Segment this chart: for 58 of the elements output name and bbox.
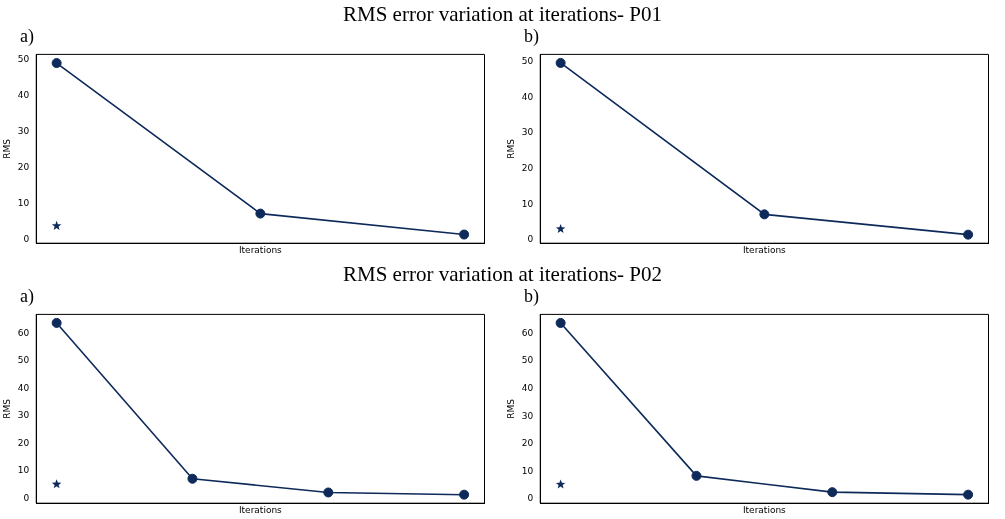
y-tick-label: 20 — [521, 438, 534, 449]
point — [963, 489, 974, 500]
point — [555, 57, 566, 68]
point — [51, 220, 62, 230]
x-axis-title: Iterations — [742, 504, 787, 515]
point — [963, 229, 974, 240]
x-axis-title: Iterations — [742, 244, 787, 255]
point — [51, 479, 62, 489]
y-axis-title: RMS — [1, 138, 12, 159]
y-axis-title: RMS — [505, 138, 516, 159]
chart-subtitle: a) — [19, 286, 35, 306]
x-axis-title: Iterations — [238, 504, 283, 515]
y-tick-label: 40 — [521, 91, 534, 102]
y-tick-label: 30 — [17, 126, 30, 136]
point — [759, 209, 770, 220]
chart-subtitle: a) — [19, 26, 35, 46]
y-tick-label: 60 — [521, 327, 534, 338]
point — [187, 473, 198, 484]
x-axis-title: Iterations — [238, 244, 283, 255]
y-tick-label: 40 — [17, 89, 30, 100]
y-tick-label: 0 — [23, 492, 30, 503]
y-tick-label: 10 — [521, 465, 534, 476]
y-axis-title: RMS — [505, 398, 516, 419]
y-tick-label: 30 — [17, 410, 30, 421]
point — [555, 479, 566, 489]
chart-title: RMS error variation at iterations- P02 — [342, 262, 663, 286]
point — [827, 487, 838, 498]
y-tick-label: 0 — [23, 234, 30, 245]
y-tick-label: 30 — [521, 127, 534, 138]
y-tick-label: 50 — [17, 53, 30, 64]
y-tick-label: 10 — [17, 198, 30, 209]
y-tick-label: 20 — [17, 162, 30, 173]
y-tick-label: 60 — [17, 327, 30, 338]
point — [691, 470, 702, 481]
point — [323, 487, 334, 498]
point — [555, 317, 566, 328]
point — [255, 208, 266, 219]
y-axis-title: RMS — [1, 398, 12, 419]
y-tick-label: 40 — [521, 382, 534, 393]
y-tick-label: 0 — [527, 234, 534, 245]
y-tick-label: 50 — [521, 56, 534, 67]
y-tick-label: 40 — [17, 382, 30, 393]
y-tick-label: 50 — [17, 355, 30, 366]
chart-subtitle: b) — [523, 286, 540, 306]
y-tick-label: 10 — [17, 465, 30, 476]
point — [459, 489, 470, 500]
y-tick-label: 20 — [17, 437, 30, 448]
y-tick-label: 10 — [521, 198, 534, 209]
chart-title: RMS error variation at iterations- P01 — [342, 2, 663, 26]
chart-subtitle: b) — [523, 26, 540, 46]
y-tick-label: 20 — [521, 163, 534, 174]
point — [51, 58, 62, 69]
point — [459, 229, 470, 240]
y-tick-label: 30 — [521, 410, 534, 421]
point — [51, 317, 62, 328]
y-tick-label: 50 — [521, 355, 534, 366]
y-tick-label: 0 — [527, 493, 534, 504]
point — [555, 223, 566, 233]
